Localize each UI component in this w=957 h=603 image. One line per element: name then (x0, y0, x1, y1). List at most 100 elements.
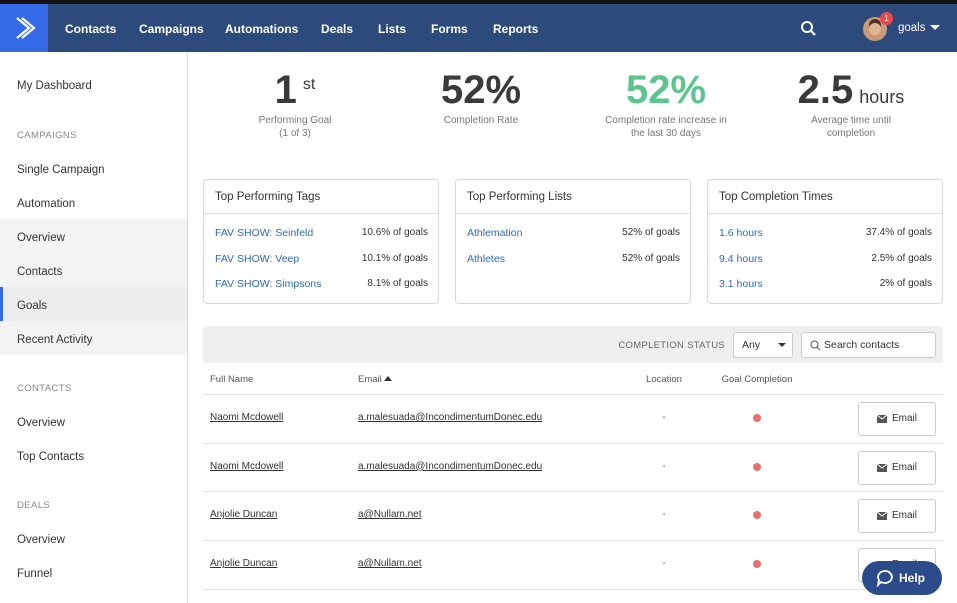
sidebar-subitem-bg (0, 253, 187, 287)
card-link[interactable]: Athlemation (467, 227, 523, 239)
completion-dot (753, 414, 761, 422)
row-divider (203, 540, 943, 542)
nav-item[interactable]: Forms (431, 22, 468, 36)
sidebar-item[interactable]: Funnel (17, 568, 53, 580)
card: Top Performing Lists Athlemation 52% of go… (455, 179, 691, 304)
sidebar-item[interactable]: Single Campaign (17, 164, 105, 176)
stat-value-row: 2.5 hours (751, 68, 951, 113)
stat-value-row: 1 st (195, 68, 395, 113)
search-box-icon (810, 340, 821, 351)
help-icon (876, 570, 893, 587)
help-button[interactable]: Help (862, 561, 942, 595)
contact-name[interactable]: Anjolie Duncan (210, 558, 278, 570)
contact-email[interactable]: a.malesuada@IncondimentumDonec.edu (358, 412, 543, 423)
contact-location: - (662, 558, 666, 570)
sidebar-item[interactable]: Goals (17, 300, 48, 312)
card-divider (456, 213, 690, 214)
stat-suffix: st (302, 76, 316, 93)
stat-label: (1 of 3) (279, 128, 311, 139)
row-divider (203, 442, 943, 444)
stat: 1 st Performing Goal (1 of 3) (195, 68, 395, 148)
card-divider (204, 213, 438, 214)
card: Top Performing Tags FAV SHOW: Seinfeld 10.… (203, 179, 439, 304)
nav-item[interactable]: Campaigns (139, 22, 204, 36)
sidebar-item[interactable]: Overview (17, 232, 65, 244)
sort-arrow[interactable] (384, 376, 393, 382)
nav-bar (0, 4, 957, 52)
sidebar-item[interactable]: Contacts (17, 266, 63, 278)
completion-dot (753, 511, 761, 520)
top-strip (0, 0, 957, 4)
sidebar-heading: DEALS (17, 500, 51, 511)
card-link[interactable]: 3.1 hours (719, 278, 763, 290)
filter-select[interactable]: Any (733, 332, 793, 358)
stat-value: 52% (625, 68, 707, 112)
card-link[interactable]: 1.6 hours (719, 227, 763, 239)
card-share: 10.6% of goals (361, 227, 428, 238)
card-title: Top Performing Lists (467, 191, 572, 203)
sidebar-item[interactable]: Overview (17, 534, 65, 546)
envelope-icon (877, 415, 887, 423)
notification-badge: 1 (880, 12, 893, 25)
filter-label: COMPLETION STATUS (618, 340, 725, 351)
card-link[interactable]: FAV SHOW: Veep (215, 252, 300, 265)
search-icon[interactable] (800, 20, 818, 38)
card-share: 37.4% of goals (865, 227, 932, 238)
stat: 52% Completion Rate (381, 68, 581, 148)
nav-item[interactable]: Reports (493, 22, 539, 36)
select-caret (778, 343, 786, 347)
email-button[interactable]: Email (858, 450, 936, 485)
card-link[interactable]: 9.4 hours (719, 252, 763, 265)
sidebar-subitem-bg (0, 219, 187, 253)
user-name[interactable]: goals (898, 22, 926, 34)
sidebar-item[interactable]: Recent Activity (17, 334, 93, 346)
contact-location: - (662, 460, 666, 472)
contact-email[interactable]: a@Nullam.net (358, 509, 422, 521)
logo[interactable] (0, 4, 48, 52)
sidebar-item[interactable]: Overview (17, 417, 65, 429)
contact-location: - (662, 412, 666, 423)
completion-dot (753, 560, 761, 569)
contact-name[interactable]: Anjolie Duncan (210, 509, 278, 521)
sidebar-item[interactable]: Top Contacts (17, 451, 85, 463)
stat-label: Average time until (811, 115, 891, 126)
stat-value-row: 52% (381, 68, 581, 113)
nav-item[interactable]: Contacts (65, 22, 117, 36)
search-box[interactable]: Search contacts (801, 332, 936, 358)
user-caret[interactable] (930, 25, 940, 31)
row-divider (203, 491, 943, 493)
column-header[interactable]: Email (358, 374, 382, 385)
column-header: Goal Completion (721, 374, 793, 385)
contact-name[interactable]: Naomi Mcdowell (210, 412, 284, 423)
contact-name[interactable]: Naomi Mcdowell (210, 460, 284, 472)
nav-item[interactable]: Automations (225, 22, 299, 36)
nav-item[interactable]: Deals (321, 22, 354, 36)
help-label: Help (899, 571, 926, 585)
search-placeholder: Search contacts (824, 339, 900, 351)
logo-icon (16, 17, 36, 39)
sidebar-item[interactable]: Automation (17, 198, 76, 210)
card-link[interactable]: Athletes (467, 252, 505, 265)
row-divider (203, 589, 943, 590)
stat-label: Performing Goal (258, 115, 332, 126)
contact-email[interactable]: a.malesuada@IncondimentumDonec.edu (358, 460, 543, 472)
stat-label: Completion rate increase in (605, 115, 727, 126)
stat-value: 1 (274, 68, 297, 112)
row-divider (203, 394, 943, 395)
card-share: 2% of goals (879, 278, 932, 289)
sidebar-heading: CAMPAIGNS (17, 130, 77, 141)
card-title: Top Performing Tags (215, 191, 321, 203)
sidebar-item[interactable]: My Dashboard (17, 80, 92, 92)
email-button-label: Email (892, 510, 918, 522)
nav-item[interactable]: Lists (378, 22, 407, 36)
contact-location: - (662, 509, 666, 521)
stat-value-row: 52% (566, 68, 766, 113)
sidebar-subitem-bg (0, 321, 187, 355)
stat: 2.5 hours Average time until completion (751, 68, 951, 148)
email-button[interactable]: Email (858, 499, 936, 534)
email-button[interactable]: Email (858, 402, 936, 436)
card-link[interactable]: FAV SHOW: Simpsons (215, 278, 322, 290)
card-link[interactable]: FAV SHOW: Seinfeld (215, 227, 314, 239)
contact-email[interactable]: a@Nullam.net (358, 558, 422, 570)
